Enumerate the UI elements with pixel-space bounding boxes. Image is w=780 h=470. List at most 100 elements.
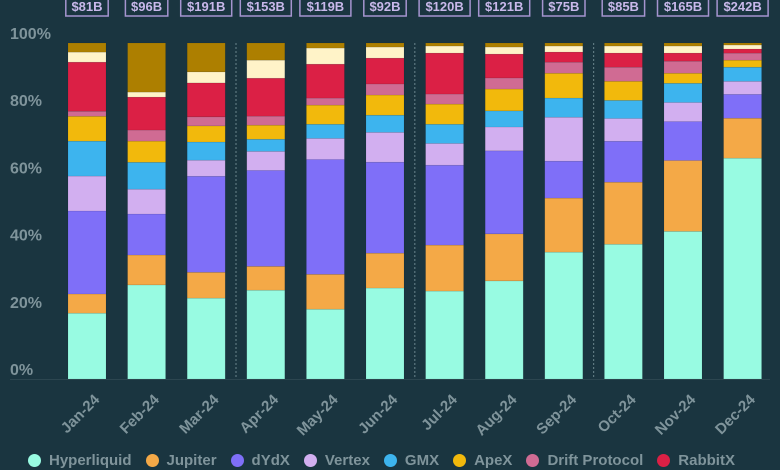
- legend-swatch-icon: [657, 454, 671, 467]
- bar-stack: [723, 42, 762, 380]
- total-labels: $81B $96B $191B $153B $119B $92B $120B $121B $75…: [65, 0, 769, 17]
- bar-segment-other: [663, 45, 703, 54]
- bar-segment-vertex: [723, 80, 762, 95]
- total-label: $153B: [247, 0, 285, 14]
- bar-segment-vertex: [306, 138, 345, 160]
- total-label-box: [363, 0, 407, 17]
- bar-segment-jupiter: [723, 117, 762, 159]
- bar-stack: [365, 42, 405, 380]
- legend-item-rabbitx[interactable]: RabbitX: [657, 452, 735, 469]
- bar-segment-hyperliquid: [306, 308, 345, 380]
- legend-item-vertex[interactable]: Vertex: [303, 452, 370, 469]
- legend-item-hyperliquid[interactable]: Hyperliquid: [28, 452, 132, 469]
- bar-stack: [663, 42, 703, 380]
- legend-item-drift-protocol[interactable]: Drift Protocol: [526, 452, 643, 469]
- bar-segment-vertex: [484, 126, 524, 152]
- bar-segment-gmx: [604, 100, 643, 119]
- bar-segment-rabbitx: [246, 77, 286, 117]
- legend-label: dYdX: [251, 452, 290, 469]
- bar-segment-vertex: [425, 143, 464, 166]
- bar-segment-gmx: [484, 110, 524, 128]
- bar-stack: [484, 42, 524, 380]
- y-tick-label: 0%: [10, 362, 33, 379]
- bar-segment-other: [186, 42, 226, 73]
- bar-segment-apex: [306, 104, 345, 125]
- total-label-box: [716, 0, 769, 17]
- bar-segment-dydx: [365, 161, 405, 254]
- bar-stack: [246, 42, 286, 380]
- bar-segment-vertex: [604, 118, 643, 142]
- y-tick-label: 20%: [10, 295, 42, 312]
- legend-item-gmx[interactable]: GMX: [383, 452, 440, 469]
- bar-segment-hyperliquid: [127, 284, 166, 380]
- bar-segment-rabbitx: [484, 53, 524, 79]
- bar-segment-jupiter: [246, 266, 286, 291]
- bar-segment-rabbitx: [127, 96, 166, 131]
- bar-segment-apex: [127, 140, 166, 163]
- bar-segment-hyperliquid: [186, 297, 226, 380]
- bar-segment-apex: [425, 103, 464, 125]
- bar-segment-apex: [365, 94, 405, 116]
- total-label: $92B: [369, 0, 400, 14]
- bar-segment-dydx: [484, 150, 524, 235]
- x-tick-label: Jun-24: [355, 391, 402, 438]
- x-tick-label: Sep-24: [533, 391, 580, 438]
- bar-segment-vertex: [365, 131, 405, 163]
- bar-segment-other: [306, 42, 345, 49]
- x-tick-label: Apr-24: [236, 391, 282, 437]
- bar-segment-dydx: [67, 210, 107, 295]
- bar-segment-gmx: [246, 138, 286, 152]
- bar-segment-hyperliquid: [365, 287, 405, 380]
- bar-segment-other: [723, 42, 762, 46]
- bar-segment-drift-protocol: [306, 97, 345, 106]
- bar-segment-rabbitx: [425, 52, 464, 95]
- y-axis: 0% 20% 40% 60% 80% 100%: [10, 26, 770, 380]
- bar-segment-apex: [723, 59, 762, 68]
- legend-label: GMX: [404, 452, 440, 469]
- total-label-box: [299, 0, 352, 17]
- bar-segment-hyperliquid: [246, 289, 286, 380]
- bar-segment-other: [246, 42, 286, 61]
- bar-segment-gmx: [67, 140, 107, 177]
- bar-stack: [127, 42, 166, 380]
- total-label: $191B: [187, 0, 225, 14]
- legend-item-apex[interactable]: ApeX: [453, 452, 512, 469]
- bar-segment-other: [67, 51, 107, 63]
- bar-segment-drift-protocol: [246, 115, 286, 126]
- bar-segment-dydx: [246, 170, 286, 267]
- bar-segment-gmx: [425, 123, 464, 144]
- bar-segment-vertex: [186, 159, 226, 177]
- total-label-box: [477, 0, 531, 17]
- bar-segment-rabbitx: [723, 48, 762, 54]
- legend-swatch-icon: [453, 454, 467, 467]
- legend: Hyperliquid Jupiter dYdX Vertex GMX ApeX Drift…: [28, 452, 749, 469]
- bar-segment-rabbitx: [604, 52, 643, 68]
- bar-segment-other: [306, 47, 345, 65]
- bar-segment-other: [425, 42, 464, 47]
- bar-segment-rabbitx: [663, 52, 703, 62]
- bar-segment-other: [604, 42, 643, 47]
- bar-segment-jupiter: [186, 271, 226, 299]
- legend-item-dydx[interactable]: dYdX: [230, 452, 290, 469]
- y-tick-label: 80%: [10, 93, 42, 110]
- bar-segment-gmx: [544, 97, 584, 118]
- bar-segment-other: [544, 42, 584, 47]
- legend-label: RabbitX: [678, 452, 735, 469]
- legend-label: Drift Protocol: [547, 452, 644, 469]
- bar-stack: [544, 42, 584, 380]
- bar-segment-drift-protocol: [663, 60, 703, 74]
- x-tick-label: Mar-24: [176, 391, 223, 438]
- bar-segment-gmx: [365, 114, 405, 133]
- y-tick-label: 40%: [10, 228, 42, 245]
- total-label-box: [418, 0, 471, 17]
- total-label: $85B: [608, 0, 639, 14]
- bar-segment-jupiter: [127, 254, 166, 286]
- total-label-box: [601, 0, 646, 17]
- bar-segment-drift-protocol: [604, 66, 643, 82]
- legend-swatch-icon: [383, 454, 397, 467]
- bar-segment-jupiter: [425, 244, 464, 292]
- legend-item-jupiter[interactable]: Jupiter: [145, 452, 217, 469]
- legend-label: Hyperliquid: [49, 452, 132, 469]
- total-label: $119B: [307, 0, 345, 14]
- bar-segment-apex: [246, 124, 286, 140]
